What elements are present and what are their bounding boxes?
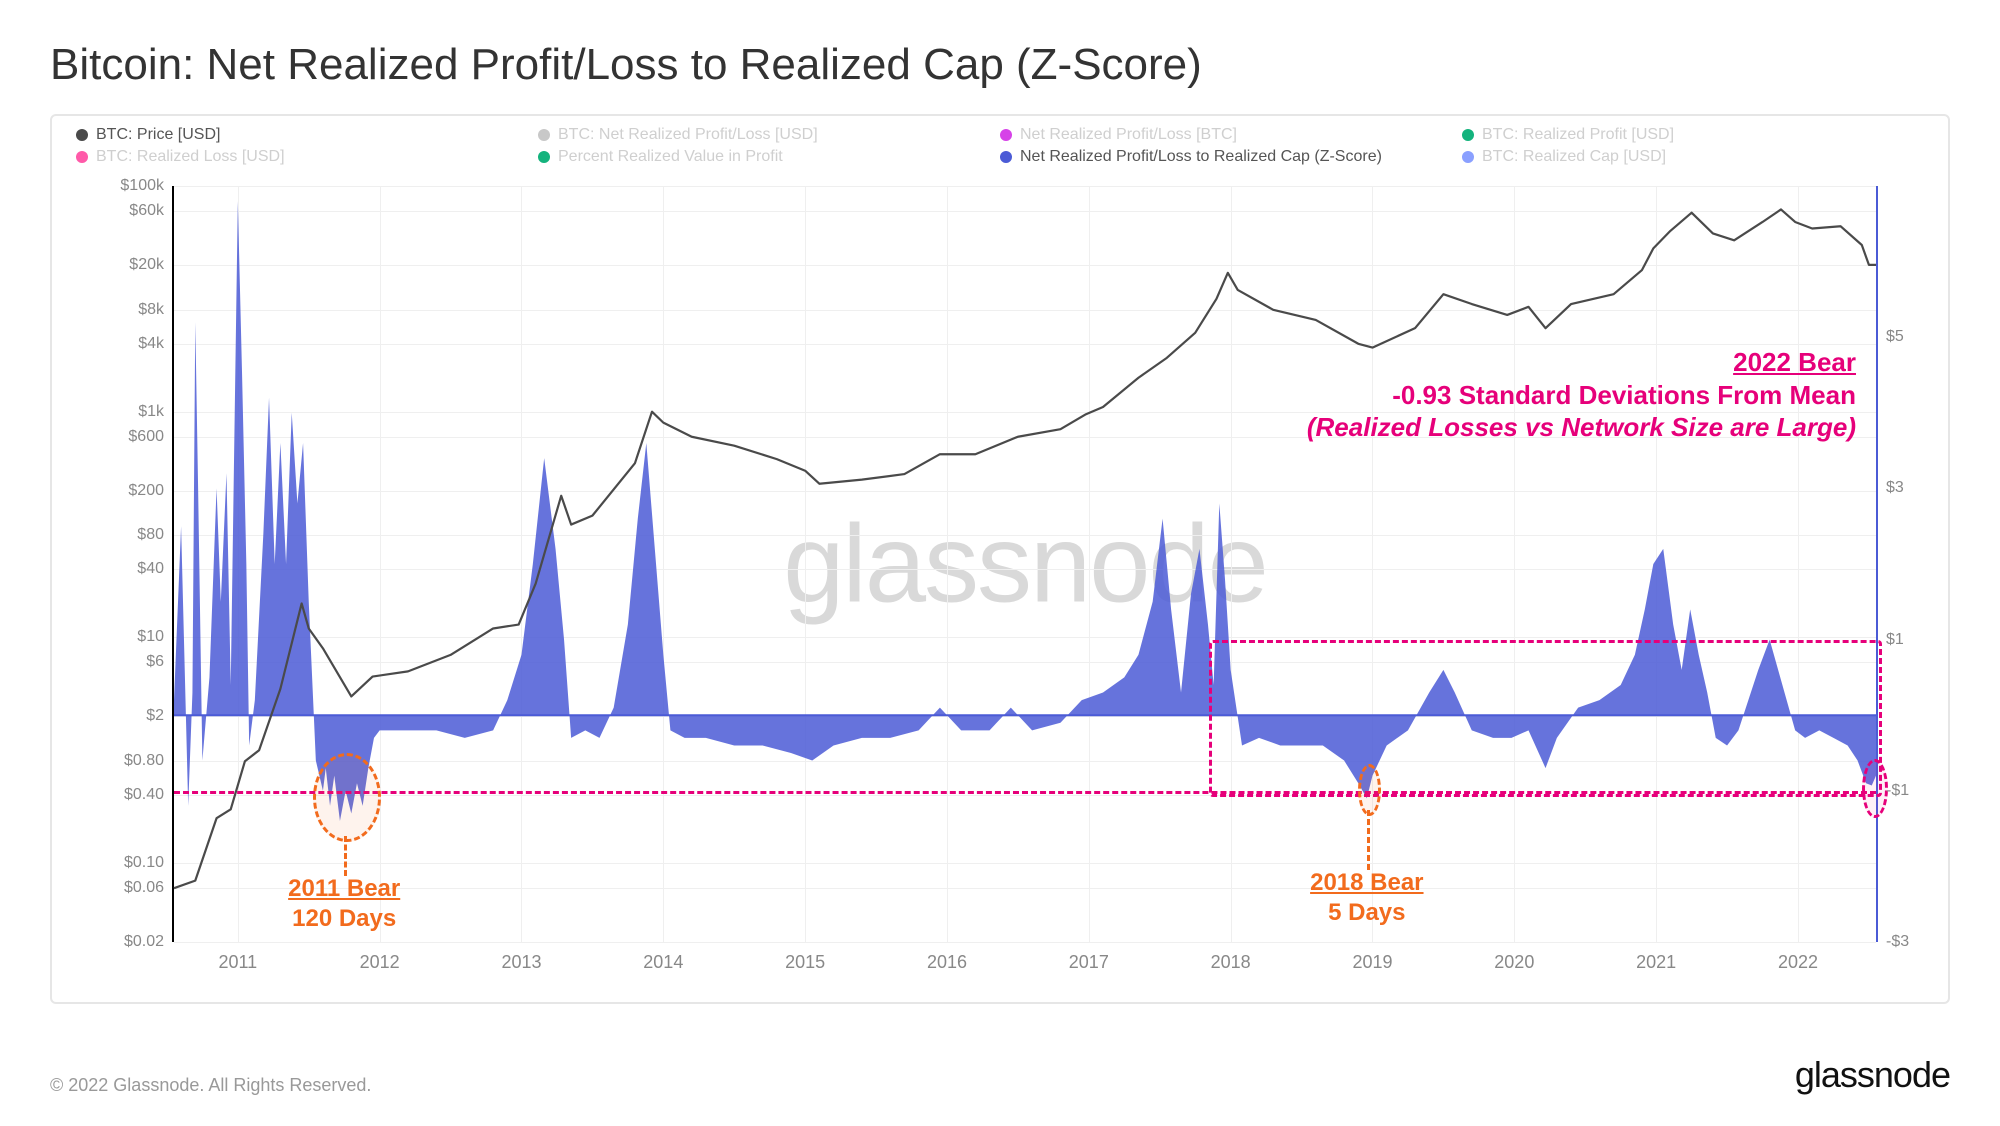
legend-item[interactable]: BTC: Realized Profit [USD]: [1462, 126, 1924, 144]
y-right-tick-label: $3: [1886, 479, 1904, 497]
x-tick-label: 2020: [1494, 952, 1534, 973]
x-tick-label: 2022: [1778, 952, 1818, 973]
bear-2011-label: 2011 Bear120 Days: [264, 874, 424, 934]
y-left-tick-label: $600: [128, 428, 164, 446]
legend-label: Net Realized Profit/Loss [BTC]: [1020, 126, 1237, 144]
chart-title: Bitcoin: Net Realized Profit/Loss to Rea…: [50, 40, 1950, 90]
legend-item[interactable]: Percent Realized Value in Profit: [538, 148, 1000, 166]
x-tick-label: 2021: [1636, 952, 1676, 973]
y-left-tick-label: $10: [137, 628, 164, 646]
highlight-box-2022: [1209, 640, 1882, 797]
y-left-tick-label: $80: [137, 526, 164, 544]
legend: BTC: Price [USD] BTC: Net Realized Profit…: [76, 126, 1924, 166]
y-left-tick-label: $6: [146, 653, 164, 671]
y-right-tick-label: $1: [1886, 631, 1904, 649]
x-tick-label: 2011: [218, 952, 257, 973]
x-tick-label: 2018: [1211, 952, 1251, 973]
x-tick-label: 2017: [1069, 952, 1109, 973]
legend-dot: [1462, 129, 1474, 141]
y-right-tick-label: -$1: [1886, 782, 1909, 800]
bear-2022-label: 2022 Bear-0.93 Standard Deviations From …: [1307, 346, 1856, 444]
y-left-tick-label: $20k: [129, 256, 164, 274]
legend-dot: [76, 151, 88, 163]
legend-label: BTC: Net Realized Profit/Loss [USD]: [558, 126, 818, 144]
y-left-tick-label: $0.40: [124, 786, 164, 804]
y-left-tick-label: $0.06: [124, 879, 164, 897]
legend-dot: [538, 151, 550, 163]
legend-label: BTC: Realized Cap [USD]: [1482, 148, 1666, 166]
y-right-tick-label: $5: [1886, 328, 1904, 346]
x-tick-label: 2014: [643, 952, 683, 973]
legend-item[interactable]: BTC: Realized Loss [USD]: [76, 148, 538, 166]
y-left-tick-label: $60k: [129, 202, 164, 220]
y-right-tick-label: -$3: [1886, 933, 1909, 951]
y-left-tick-label: $2: [146, 707, 164, 725]
y-left-tick-label: $0.10: [124, 854, 164, 872]
x-tick-label: 2016: [927, 952, 967, 973]
x-tick-label: 2013: [501, 952, 541, 973]
y-left-tick-label: $200: [128, 482, 164, 500]
legend-dot: [1000, 151, 1012, 163]
y-left-tick-label: $0.02: [124, 933, 164, 951]
legend-label: BTC: Realized Profit [USD]: [1482, 126, 1674, 144]
bear-2018-label: 2018 Bear5 Days: [1287, 868, 1447, 928]
legend-label: BTC: Price [USD]: [96, 126, 220, 144]
chart-card: BTC: Price [USD] BTC: Net Realized Profit…: [50, 114, 1950, 1004]
y-left-tick-label: $1k: [138, 403, 164, 421]
legend-dot: [76, 129, 88, 141]
legend-item[interactable]: BTC: Net Realized Profit/Loss [USD]: [538, 126, 1000, 144]
bear-2022-circle: [1862, 759, 1888, 818]
y-left-tick-label: $4k: [138, 335, 164, 353]
brand-logo: glassnode: [1795, 1054, 1950, 1096]
copyright: © 2022 Glassnode. All Rights Reserved.: [50, 1075, 371, 1096]
y-left-tick-label: $8k: [138, 301, 164, 319]
x-tick-label: 2015: [785, 952, 825, 973]
annotations: 2011 Bear120 Days 2018 Bear5 Days 2022 Bea…: [174, 186, 1876, 942]
legend-label: BTC: Realized Loss [USD]: [96, 148, 285, 166]
x-tick-label: 2019: [1352, 952, 1392, 973]
legend-dot: [1000, 129, 1012, 141]
y-left-tick-label: $0.80: [124, 752, 164, 770]
plot-area: glassnode 2011 Bear120 Days2018 Bear5 Da…: [172, 186, 1878, 942]
legend-label: Percent Realized Value in Profit: [558, 148, 783, 166]
legend-item[interactable]: BTC: Price [USD]: [76, 126, 538, 144]
y-left-tick-label: $40: [137, 560, 164, 578]
x-tick-label: 2012: [360, 952, 400, 973]
threshold-line: [174, 791, 1876, 794]
y-left-tick-label: $100k: [120, 177, 164, 195]
legend-dot: [1462, 151, 1474, 163]
bear-2011-circle: [313, 753, 381, 842]
legend-item[interactable]: BTC: Realized Cap [USD]: [1462, 148, 1924, 166]
legend-dot: [538, 129, 550, 141]
legend-item[interactable]: Net Realized Profit/Loss [BTC]: [1000, 126, 1462, 144]
legend-label: Net Realized Profit/Loss to Realized Cap…: [1020, 148, 1382, 166]
legend-item[interactable]: Net Realized Profit/Loss to Realized Cap…: [1000, 148, 1462, 166]
